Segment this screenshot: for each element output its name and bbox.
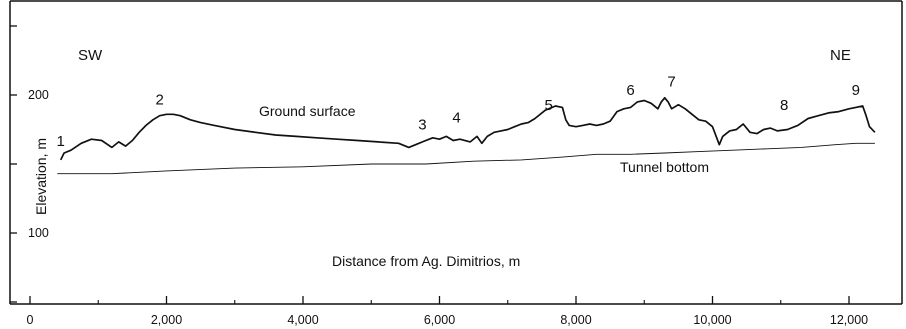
- corner-label-ne: NE: [830, 47, 851, 64]
- tunnel-bottom-line: [57, 142, 875, 175]
- series-label-ground-surface: Ground surface: [259, 103, 356, 119]
- x-tick-label: 10,000: [693, 313, 731, 327]
- x-tick-label: 8,000: [560, 313, 591, 327]
- point-number-label: 5: [545, 97, 553, 114]
- point-number-label: 6: [626, 82, 634, 99]
- point-number-label: 9: [852, 82, 860, 99]
- x-tick-label: 4,000: [287, 313, 318, 327]
- x-ticks: 0 2,000 4,000 6,000 8,000 10,000 12,000: [27, 296, 868, 327]
- point-annotations: 1 2 3 4 5 6 7 8 9: [57, 74, 860, 150]
- x-tick-label: 12,000: [830, 313, 868, 327]
- x-axis-title: Distance from Ag. Dimitrios, m: [332, 253, 520, 269]
- corner-label-sw: SW: [78, 47, 103, 64]
- ground-surface-line: [59, 96, 876, 161]
- x-tick-label: 6,000: [424, 313, 455, 327]
- y-tick-label: 200: [28, 88, 49, 102]
- y-axis-title: Elevation, m: [33, 138, 49, 215]
- point-number-label: 7: [667, 74, 675, 91]
- series-lines: [57, 96, 876, 175]
- x-tick-label: 2,000: [151, 313, 182, 327]
- point-number-label: 8: [780, 97, 788, 114]
- point-number-label: 2: [156, 92, 164, 109]
- point-number-label: 1: [57, 133, 65, 150]
- y-tick-label: 100: [28, 226, 49, 240]
- point-number-label: 4: [452, 110, 460, 127]
- y-ticks: 100 200: [10, 25, 49, 303]
- x-tick-label: 0: [27, 313, 34, 327]
- series-label-tunnel-bottom: Tunnel bottom: [620, 159, 709, 175]
- point-number-label: 3: [418, 117, 426, 134]
